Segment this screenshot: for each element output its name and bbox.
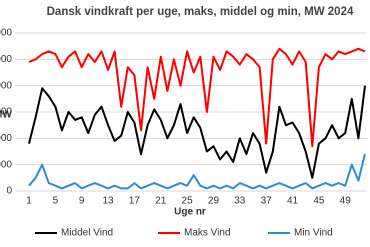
legend-label: Middel Vind [61, 228, 113, 239]
y-tick-label: 2000 [0, 133, 12, 144]
y-axis-label: MW [0, 110, 12, 121]
line-series [28, 47, 366, 148]
x-tick-label: 29 [208, 196, 220, 207]
legend-label: Maks Vind [184, 228, 231, 239]
y-tick-label: 1000 [0, 159, 12, 170]
x-tick-label: 5 [53, 196, 59, 207]
line-series [28, 85, 366, 179]
x-tick-label: 17 [129, 196, 141, 207]
x-tick-label: 25 [182, 196, 194, 207]
y-tick-label: 0 [6, 186, 12, 197]
x-tick-label: 9 [79, 196, 85, 207]
y-tick-label: 5000 [0, 54, 12, 65]
x-tick-label: 1 [26, 196, 32, 207]
y-tick-label: 4000 [0, 80, 12, 91]
chart-title: Dansk vindkraft per uge, maks, middel og… [47, 6, 354, 18]
y-tick-label: 6000 [0, 28, 12, 39]
x-tick-label: 13 [102, 196, 114, 207]
x-tick-label: 37 [261, 196, 273, 207]
x-tick-label: 21 [155, 196, 167, 207]
line-series [28, 153, 366, 190]
x-tick-label: 45 [313, 196, 325, 207]
y-tick-label: 3000 [0, 107, 12, 118]
legend-label: Min Vind [294, 228, 333, 239]
x-tick-label: 41 [287, 196, 299, 207]
x-tick-label: 33 [234, 196, 246, 207]
x-tick-label: 49 [340, 196, 352, 207]
x-axis-label: Uge nr [174, 207, 206, 218]
